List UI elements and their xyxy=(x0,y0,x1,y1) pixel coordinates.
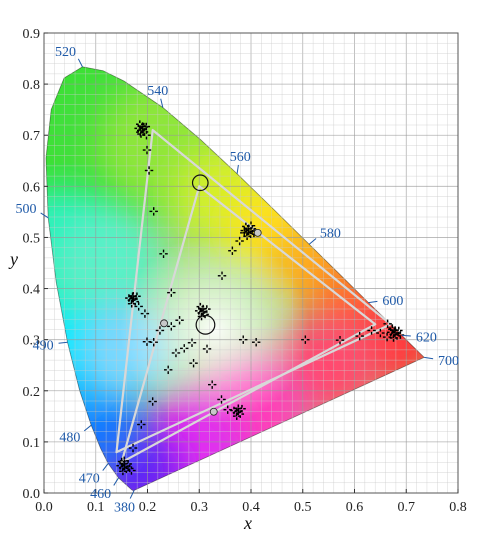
cross-marker xyxy=(140,309,150,318)
cross-marker xyxy=(239,335,248,344)
y-tick-label: 0.6 xyxy=(23,180,41,195)
wavelength-label-470: 470 xyxy=(79,472,100,487)
cross-marker xyxy=(128,443,138,453)
cross-marker xyxy=(202,344,212,354)
y-tick-label: 0.8 xyxy=(23,78,41,93)
y-axis-label: y xyxy=(8,249,18,269)
wavelength-label-700: 700 xyxy=(438,354,459,369)
cross-marker xyxy=(355,331,364,341)
wavelength-label-540: 540 xyxy=(147,84,168,99)
x-tick-label: 0.6 xyxy=(346,500,364,515)
wavelength-tick xyxy=(424,356,434,360)
wavelength-label-600: 600 xyxy=(382,294,403,309)
cross-marker xyxy=(144,166,154,175)
wavelength-tick xyxy=(160,98,164,108)
y-tick-label: 0.2 xyxy=(23,385,41,400)
wavelength-tick xyxy=(308,238,317,245)
cross-marker xyxy=(134,302,143,311)
cross-marker xyxy=(149,338,158,347)
x-tick-label: 0.5 xyxy=(294,500,312,515)
marker-cluster xyxy=(240,222,258,241)
wavelength-label-620: 620 xyxy=(416,330,437,345)
y-tick-label: 0.1 xyxy=(23,436,41,451)
x-tick-label: 0.3 xyxy=(191,500,209,515)
cross-marker xyxy=(301,335,310,344)
cross-marker xyxy=(217,271,227,280)
x-tick-label: 0.7 xyxy=(398,500,416,515)
wavelength-tick xyxy=(102,463,109,471)
wavelength-tick xyxy=(113,477,119,486)
wavelength-label-520: 520 xyxy=(55,45,76,60)
cross-marker xyxy=(187,338,197,347)
y-tick-label: 0.5 xyxy=(23,231,41,246)
cross-marker xyxy=(251,338,261,347)
wavelength-tick xyxy=(368,300,378,304)
cross-marker xyxy=(167,322,176,331)
axes: 0.0 0.1 0.2 0.3 0.4 0.5 0.6 0.7 0.8 0.0 0.1 0.2 0.3 0… xyxy=(23,27,467,515)
cross-marker xyxy=(367,326,376,335)
wavelength-tick xyxy=(401,334,411,337)
x-tick-label: 0.2 xyxy=(139,500,157,515)
cross-marker xyxy=(382,332,392,342)
cross-marker xyxy=(228,246,237,255)
cross-marker xyxy=(175,316,184,325)
cross-marker xyxy=(217,395,226,404)
wavelength-label-380: 380 xyxy=(114,501,135,516)
x-tick-label: 0.4 xyxy=(242,500,260,515)
grid-lines xyxy=(43,32,459,494)
wavelength-label-480: 480 xyxy=(59,431,80,446)
wavelength-tick xyxy=(40,212,49,219)
marker-cluster xyxy=(125,292,141,308)
wavelength-label-580: 580 xyxy=(320,227,341,242)
cross-marker xyxy=(167,288,176,297)
gamut-triangle xyxy=(115,129,392,454)
cross-marker xyxy=(142,145,152,155)
x-tick-label: 0.0 xyxy=(35,500,53,515)
wavelength-tick xyxy=(236,164,239,174)
wavelength-tick xyxy=(129,490,135,499)
marker-cluster xyxy=(194,302,211,321)
wavelength-tick xyxy=(58,341,68,344)
cross-marker xyxy=(207,380,217,389)
white-point-circle xyxy=(191,174,209,192)
cross-marker xyxy=(155,326,165,335)
wavelength-label-560: 560 xyxy=(230,150,251,165)
wavelength-label-500: 500 xyxy=(15,202,36,217)
cross-marker xyxy=(159,249,168,258)
marker-cluster xyxy=(134,120,151,138)
dot-marker xyxy=(209,407,218,416)
cross-marker xyxy=(171,348,181,358)
cross-marker xyxy=(149,207,158,216)
x-tick-label: 0.8 xyxy=(449,500,467,515)
wavelength-label-490: 490 xyxy=(33,338,54,353)
cross-marker xyxy=(383,319,392,329)
cross-marker xyxy=(235,236,244,246)
dot-marker xyxy=(160,319,168,328)
x-axis-label: x xyxy=(243,513,252,533)
wavelength-tick xyxy=(77,58,83,68)
cross-marker xyxy=(335,335,345,345)
wavelength-label-460: 460 xyxy=(90,487,111,502)
dot-marker xyxy=(253,228,262,237)
y-tick-label: 0.9 xyxy=(23,27,41,42)
wavelength-tick xyxy=(83,424,92,432)
white-point-circle xyxy=(195,314,216,335)
marker-cluster xyxy=(116,457,134,476)
cross-marker xyxy=(164,365,173,375)
marker-cluster xyxy=(230,404,246,420)
y-tick-label: 0.0 xyxy=(23,487,41,502)
y-tick-label: 0.4 xyxy=(23,283,41,298)
cross-marker xyxy=(148,397,157,406)
y-tick-label: 0.7 xyxy=(23,129,41,144)
cross-marker xyxy=(189,358,198,368)
cross-marker xyxy=(223,405,232,414)
cross-marker xyxy=(180,344,189,353)
x-tick-label: 0.1 xyxy=(87,500,105,515)
cross-marker xyxy=(376,328,385,338)
cross-marker xyxy=(137,420,146,429)
y-tick-label: 0.3 xyxy=(23,334,41,349)
